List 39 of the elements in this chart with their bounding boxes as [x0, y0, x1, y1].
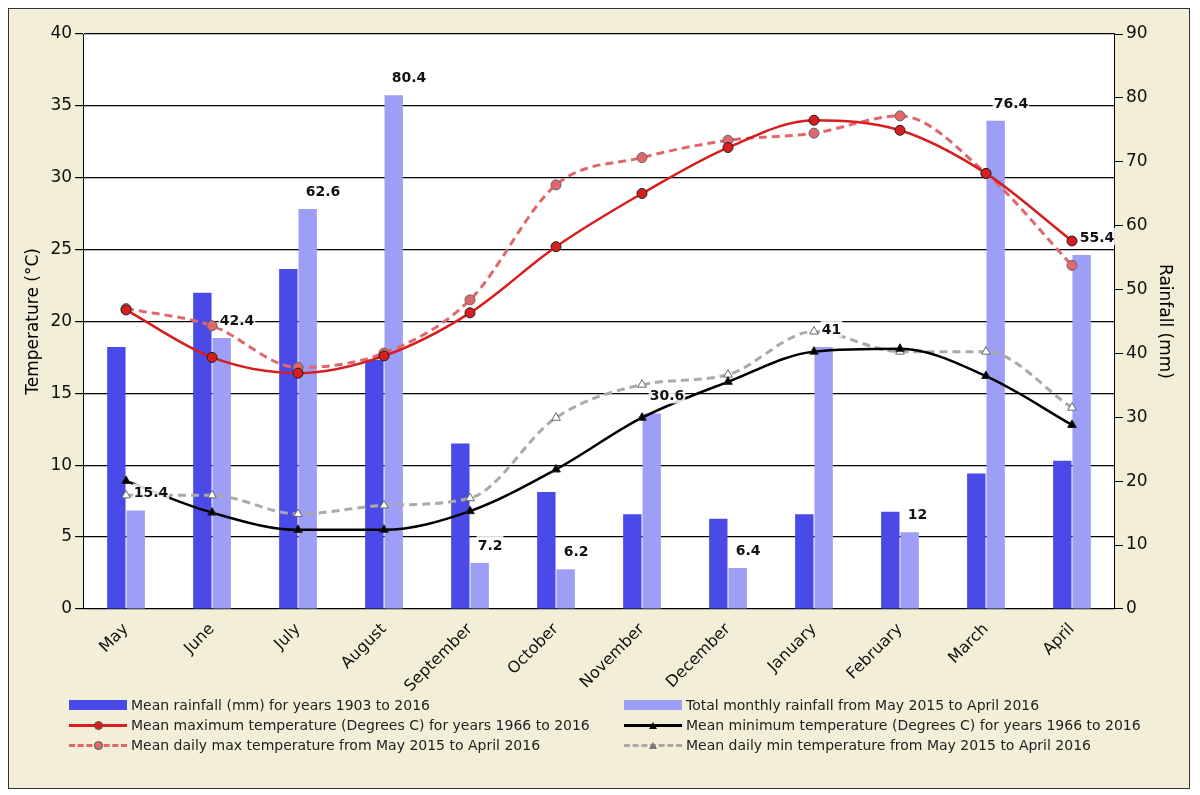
data-label: 6.4: [735, 541, 761, 558]
y2-tick-label: 80: [1125, 86, 1148, 107]
y2-tick-label: 50: [1125, 277, 1148, 298]
y-tick-label: 5: [61, 525, 73, 546]
y-tick-label: 0: [61, 597, 73, 618]
y-axis-title: Temperature (°C): [21, 248, 42, 396]
y-tick-label: 30: [50, 166, 73, 187]
data-label: 42.4: [219, 311, 255, 328]
y2-tick-label: 90: [1125, 22, 1148, 43]
y-tick-label: 25: [50, 238, 73, 259]
data-label: 15.4: [133, 484, 169, 501]
y2-tick-label: 10: [1125, 533, 1148, 554]
y2-tick-label: 30: [1125, 405, 1148, 426]
y2-axis-title: Rainfall (mm): [1156, 263, 1177, 379]
data-label: 12: [907, 505, 928, 522]
y2-tick-label: 40: [1125, 341, 1148, 362]
y2-tick-label: 20: [1125, 469, 1148, 490]
data-label: 7.2: [477, 536, 503, 553]
data-label: 6.2: [563, 542, 589, 559]
legend-label: Mean maximum temperature (Degrees C) for years 1966 to 2016: [131, 717, 590, 733]
y-tick-label: 10: [50, 453, 73, 474]
data-label: 76.4: [993, 94, 1029, 111]
y-tick-label: 40: [50, 22, 73, 43]
y-tick-label: 15: [50, 381, 73, 402]
data-label: 30.6: [649, 387, 685, 404]
y2-tick-label: 60: [1125, 214, 1148, 235]
data-label: 62.6: [305, 182, 341, 199]
data-label: 80.4: [391, 68, 427, 85]
y2-tick-label: 0: [1125, 597, 1137, 618]
y-tick-label: 20: [50, 309, 73, 330]
data-label: 41: [821, 320, 842, 337]
legend-label: Mean minimum temperature (Degrees C) for years 1966 to 2016: [686, 717, 1141, 733]
y-tick-label: 35: [50, 94, 73, 115]
data-label: 55.4: [1079, 228, 1115, 245]
legend-label: Mean rainfall (mm) for years 1903 to 2016: [131, 697, 430, 713]
legend-label: Mean daily max temperature from May 2015 to April 2016: [131, 737, 541, 753]
y2-tick-label: 70: [1125, 150, 1148, 171]
legend-label: Total monthly rainfall from May 2015 to April 2016: [686, 697, 1040, 713]
legend-label: Mean daily min temperature from May 2015 to April 2016: [686, 737, 1091, 753]
